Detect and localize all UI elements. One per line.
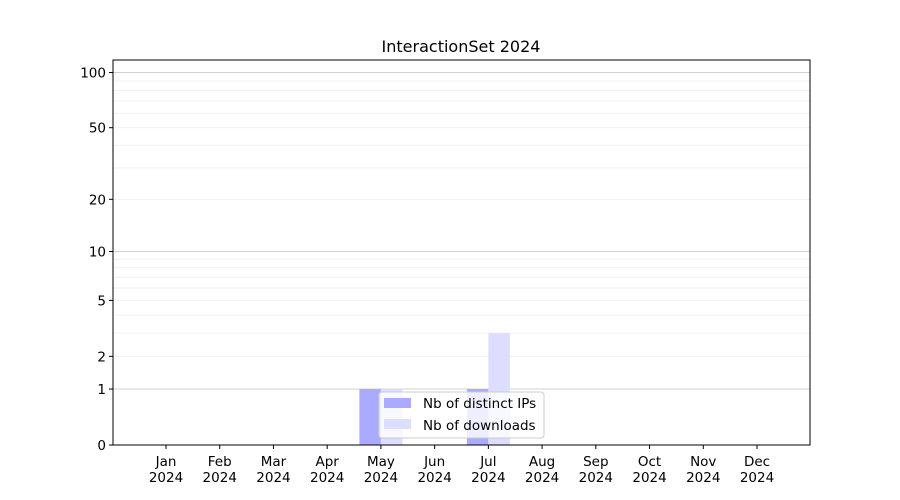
y-tick-label: 0 bbox=[97, 438, 106, 454]
x-tick-label: Jan bbox=[155, 454, 177, 470]
legend-swatch-downloads bbox=[384, 419, 411, 429]
y-tick-label: 1 bbox=[97, 382, 106, 398]
chart-title: InteractionSet 2024 bbox=[382, 37, 541, 56]
grid bbox=[113, 72, 810, 390]
y-tick-label: 10 bbox=[89, 244, 106, 260]
x-tick-label: May bbox=[367, 454, 395, 470]
plot-frame bbox=[112, 59, 811, 446]
y-tick-label: 50 bbox=[89, 121, 106, 137]
x-tick-label: 2024 bbox=[740, 470, 774, 486]
x-tick-label: Nov bbox=[690, 454, 716, 470]
x-tick-label: 2024 bbox=[632, 470, 666, 486]
x-tick-label: Apr bbox=[316, 454, 340, 470]
x-tick-label: Jun bbox=[423, 454, 445, 470]
legend-label-downloads: Nb of downloads bbox=[423, 418, 536, 434]
legend: Nb of distinct IPs Nb of downloads bbox=[378, 391, 545, 439]
y-tick-label: 100 bbox=[80, 66, 106, 82]
legend-label-ips: Nb of distinct IPs bbox=[423, 396, 536, 412]
x-tick-label: Mar bbox=[261, 454, 287, 470]
bar-distinct-ips bbox=[359, 389, 381, 445]
y-tick-label: 20 bbox=[89, 192, 106, 208]
y-axis: 0 1 2 5 10 20 50 100 bbox=[80, 66, 113, 454]
x-tick-label: Sep bbox=[583, 454, 608, 470]
x-tick-label: 2024 bbox=[149, 470, 183, 486]
x-tick-label: Oct bbox=[638, 454, 661, 470]
y-tick-label: 5 bbox=[97, 293, 106, 309]
legend-swatch-ips bbox=[384, 398, 411, 408]
x-tick-label: 2024 bbox=[579, 470, 613, 486]
x-tick-label: Dec bbox=[744, 454, 770, 470]
legend-frame bbox=[378, 391, 545, 439]
x-tick-label: Aug bbox=[529, 454, 555, 470]
x-tick-label: 2024 bbox=[525, 470, 559, 486]
x-tick-label: 2024 bbox=[686, 470, 720, 486]
x-tick-label: 2024 bbox=[417, 470, 451, 486]
y-tick-label: 2 bbox=[97, 349, 106, 365]
x-tick-label: 2024 bbox=[256, 470, 290, 486]
x-tick-label: Feb bbox=[208, 454, 232, 470]
x-tick-label: 2024 bbox=[310, 470, 344, 486]
x-tick-label: 2024 bbox=[471, 470, 505, 486]
x-tick-label: 2024 bbox=[203, 470, 237, 486]
x-tick-label: 2024 bbox=[364, 470, 398, 486]
x-axis: Jan2024Feb2024Mar2024Apr2024May2024Jun20… bbox=[149, 445, 774, 486]
x-tick-label: Jul bbox=[479, 454, 496, 470]
